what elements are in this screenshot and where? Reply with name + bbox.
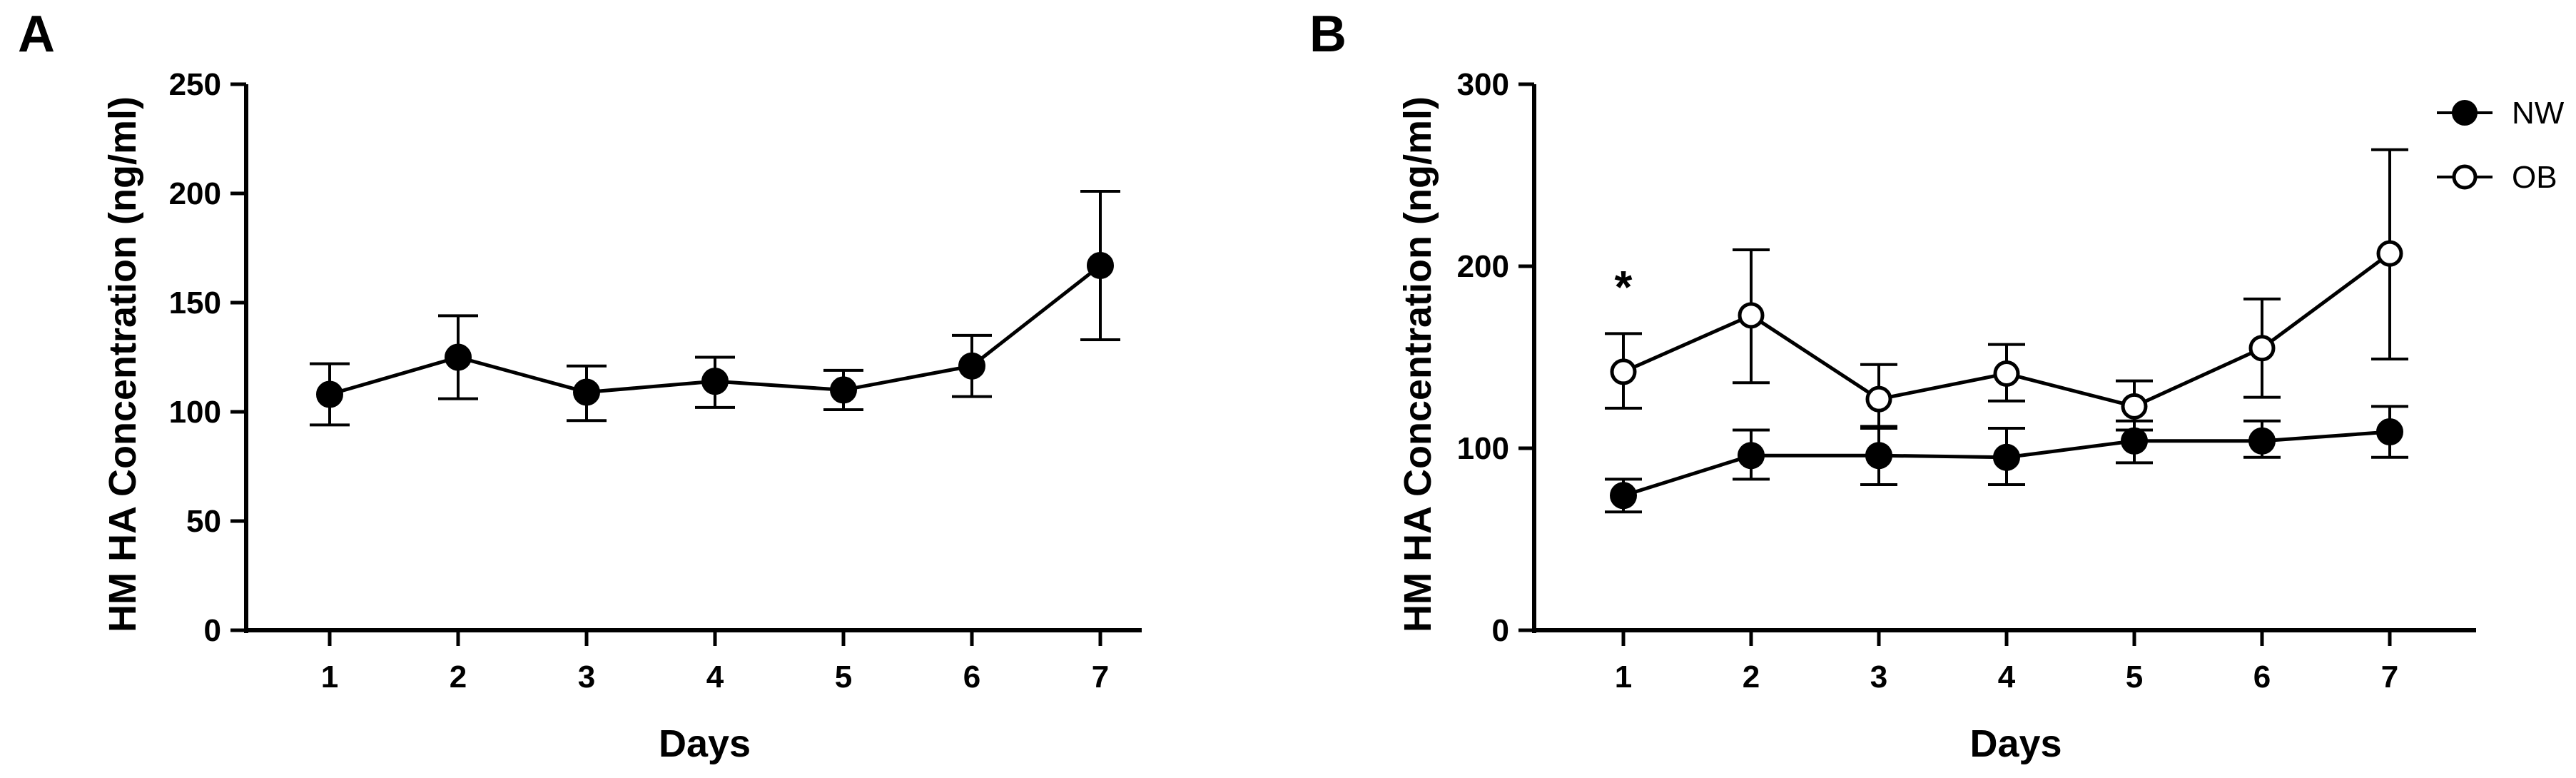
panel-a-x-tick-label: 3	[578, 660, 595, 694]
panel-b-nw-point	[2248, 427, 2276, 455]
legend-label-nw: NW	[2512, 96, 2565, 131]
legend-item-ob: OB	[2437, 160, 2557, 195]
panel-b-nw-point	[2376, 418, 2403, 446]
panel-a-x-tick-label: 4	[706, 660, 724, 694]
legend-label-ob: OB	[2512, 160, 2557, 195]
panel-b-x-axis-title: Days	[1969, 722, 2062, 765]
panel-b-ob-point	[2376, 240, 2403, 267]
panel-a-series-point	[701, 368, 729, 395]
panel-b-x-tick-label: 5	[2126, 660, 2143, 694]
panel-a-x-axis-title: Days	[659, 722, 751, 765]
panel-a-y-tick-label: 0	[204, 613, 221, 648]
panel-a-y-tick-label: 50	[186, 504, 221, 539]
panel-a-series-point	[830, 376, 857, 404]
panel-b-x-tick-label: 1	[1615, 660, 1632, 694]
panel-a-x-tick-label: 1	[321, 660, 338, 694]
panel-a-y-tick-label: 200	[169, 176, 221, 211]
panel-a-series-point	[958, 352, 985, 380]
panel-b-y-axis-title: HM HA Concentration (ng/ml)	[1396, 96, 1439, 632]
panel-b-y-tick-label: 200	[1457, 249, 1509, 284]
panel-a-series-point	[316, 380, 343, 408]
panel-a-series-point	[445, 343, 472, 371]
panel-b-nw-point	[1993, 443, 2020, 471]
legend-swatch-marker	[2452, 164, 2478, 190]
panel-b-chart: 0 100 200 300 1 2 3 4 5 6 7 Days HM HA Concentration…	[1396, 67, 2565, 765]
panel-b-ob-point	[1865, 385, 1892, 413]
panel-b-nw-point	[1865, 442, 1892, 470]
panel-b-y-tick-label: 300	[1457, 67, 1509, 102]
panel-b-x-tick-label: 6	[2253, 660, 2271, 694]
panel-a-x-tick-label: 2	[450, 660, 467, 694]
panel-b-ob-point	[1993, 360, 2020, 387]
panel-a-y-axis-title: HM HA Concentration (ng/ml)	[101, 96, 144, 632]
panel-b-nw-point	[1738, 442, 1765, 470]
panel-b-y-tick-label: 0	[1492, 613, 1509, 648]
panel-b-x-tick-label: 2	[1743, 660, 1760, 694]
panel-b-x-tick-label: 7	[2381, 660, 2398, 694]
significance-asterisk: *	[1615, 261, 1633, 313]
panel-a-x-tick-label: 6	[963, 660, 980, 694]
panel-b-nw-point	[2121, 427, 2148, 455]
panel-a-y-tick-label: 150	[169, 286, 221, 320]
legend-swatch-marker	[2452, 100, 2478, 126]
panel-b-x-tick-label: 3	[1870, 660, 1887, 694]
panel-b-nw-point	[1610, 482, 1637, 510]
panel-b-ob-point	[1738, 302, 1765, 329]
panel-b-ob-point	[2248, 335, 2276, 362]
panel-a-y-tick-label: 250	[169, 67, 221, 102]
legend-item-nw: NW	[2437, 96, 2565, 131]
panel-a-chart: 0 50 100 150 200 250 1 2 3 4 5 6 7 Days HM HA Concentr…	[101, 67, 1142, 765]
panel-b-y-tick-label: 100	[1457, 431, 1509, 466]
panel-b-ob-point	[1610, 358, 1637, 385]
panel-a-x-tick-label: 5	[835, 660, 852, 694]
panel-a-series-point	[573, 378, 600, 406]
panel-a-series-point	[1087, 251, 1114, 279]
panel-a-y-tick-label: 100	[169, 395, 221, 430]
panel-a-x-tick-label: 7	[1092, 660, 1109, 694]
panel-letter-a: A	[18, 6, 55, 63]
panel-letter-b: B	[1309, 6, 1347, 63]
panel-b-ob-point	[2121, 393, 2148, 420]
panel-b-x-tick-label: 4	[1998, 660, 2016, 694]
legend: NW OB	[2437, 96, 2565, 195]
